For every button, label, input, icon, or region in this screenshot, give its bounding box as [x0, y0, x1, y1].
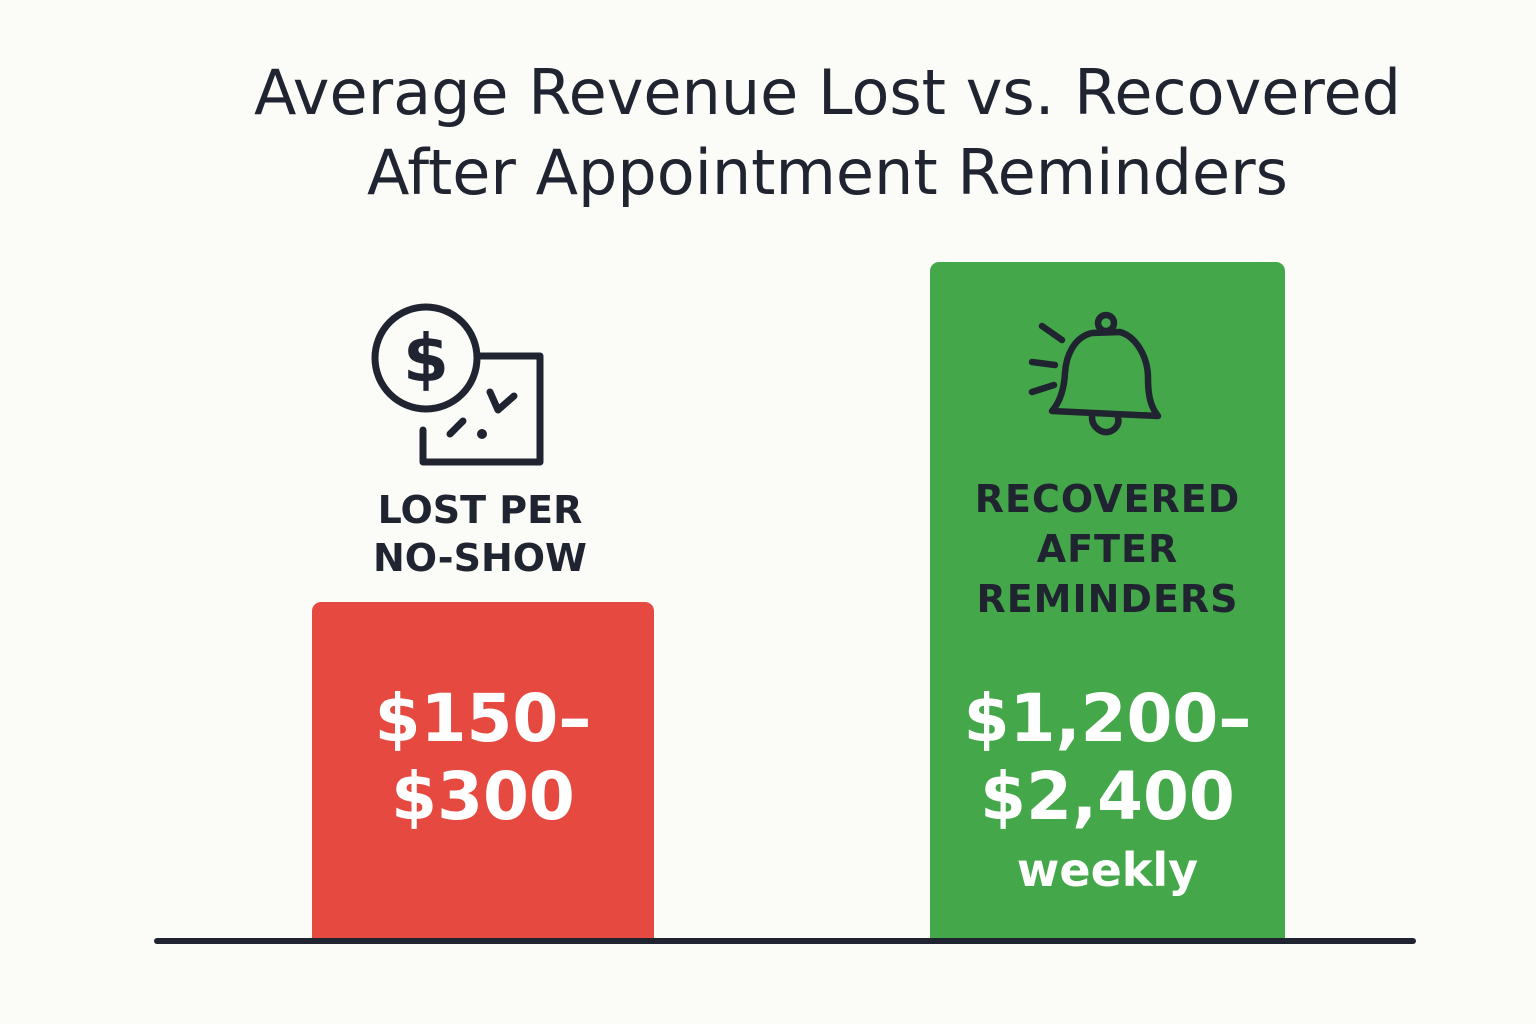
dollar-document-icon: $	[371, 303, 544, 466]
bell-icon	[1028, 311, 1162, 436]
bar-recovered-after-reminders	[930, 262, 1285, 942]
value-label-lost: $150– $300	[312, 680, 654, 836]
value-label-lost-line-1: $150–	[374, 680, 592, 757]
category-label-recovered-line-3: REMINDERS	[976, 577, 1239, 621]
category-label-recovered: RECOVERED AFTER REMINDERS	[930, 474, 1285, 624]
category-label-recovered-line-2: AFTER	[1036, 527, 1179, 571]
bar-lost-per-no-show	[312, 602, 654, 942]
value-label-recovered-unit: weekly	[1016, 843, 1199, 897]
svg-text:$: $	[403, 320, 449, 397]
value-label-lost-line-2: $300	[391, 758, 575, 835]
category-label-lost-line-2: NO-SHOW	[373, 536, 587, 580]
chart-title-line-2: After Appointment Reminders	[367, 136, 1288, 209]
category-label-lost-line-1: LOST PER	[377, 488, 583, 532]
category-label-recovered-line-1: RECOVERED	[974, 477, 1241, 521]
chart-title-line-1: Average Revenue Lost vs. Recovered	[253, 56, 1402, 129]
category-label-lost: LOST PER NO-SHOW	[300, 486, 660, 582]
value-label-recovered-line-1: $1,200–	[963, 680, 1252, 757]
value-label-recovered-line-2: $2,400	[980, 758, 1235, 835]
x-axis-baseline	[154, 938, 1416, 944]
value-label-recovered: $1,200– $2,400	[930, 680, 1285, 836]
